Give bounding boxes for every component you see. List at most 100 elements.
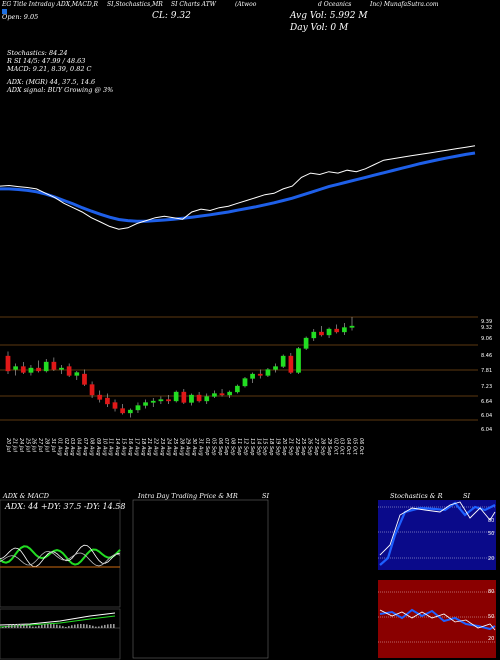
date-tick-28: 29 Aug — [185, 438, 191, 456]
macd-histogram-bar-8 — [26, 624, 28, 628]
candle-body-30 — [234, 385, 240, 393]
macd-histogram-bar-26 — [80, 624, 82, 628]
macd-histogram-bar-25 — [77, 624, 79, 628]
date-tick-1: 21 Jul — [11, 438, 17, 453]
adx-minus-di-line — [0, 544, 121, 568]
date-tick-52: 03 Oct — [339, 438, 345, 456]
candle-body-12 — [97, 394, 103, 400]
stoch-k-line — [379, 501, 496, 566]
macd-histogram-bar-13 — [41, 624, 43, 628]
candle-body-32 — [250, 373, 255, 379]
date-tick-25: 24 Aug — [165, 438, 171, 456]
intraday-panel-header-si: SI — [262, 492, 270, 500]
candle-body-4 — [36, 367, 41, 372]
date-tick-38: 13 Sep — [249, 438, 255, 455]
macd-histogram-bar-34 — [104, 624, 106, 628]
date-tick-33: 06 Sep — [217, 438, 223, 455]
candle-body-33 — [257, 373, 263, 376]
macd-histogram-bar-14 — [44, 624, 46, 628]
moving-average-line — [0, 151, 476, 223]
candle-body-16 — [127, 409, 133, 414]
date-tick-53: 04 Oct — [345, 438, 351, 456]
date-tick-20: 17 Aug — [133, 438, 139, 456]
macd-histogram-bar-17 — [53, 624, 55, 628]
candle-body-45 — [349, 325, 355, 328]
macd-histogram-bar-30 — [92, 625, 94, 628]
candle-body-25 — [196, 394, 202, 402]
date-tick-11: 04 Aug — [76, 438, 82, 456]
date-tick-47: 26 Sep — [307, 438, 313, 455]
macd-histogram-bar-0 — [2, 627, 4, 628]
date-tick-43: 20 Sep — [281, 438, 287, 455]
date-tick-40: 15 Sep — [262, 438, 268, 455]
stoch-info: Stochastics: 84.24 — [7, 49, 68, 57]
date-tick-34: 07 Sep — [223, 438, 229, 455]
macd-histogram-bar-22 — [68, 626, 70, 628]
close-label: CL: 9.32 — [152, 11, 191, 21]
macd-histogram-bar-3 — [11, 624, 13, 628]
macd-histogram-bar-12 — [38, 625, 40, 628]
date-tick-18: 15 Aug — [121, 438, 127, 456]
macd-histogram-bar-11 — [35, 626, 37, 628]
macd-histogram-bar-32 — [98, 626, 100, 628]
date-tick-41: 18 Sep — [268, 438, 274, 455]
price-color-swatch — [2, 9, 7, 14]
candle-body-28 — [219, 393, 225, 396]
candle-body-20 — [158, 399, 164, 402]
date-tick-16: 11 Aug — [108, 438, 114, 456]
macd-histogram-bar-1 — [5, 626, 7, 628]
candle-body-43 — [334, 328, 340, 333]
candle-body-34 — [265, 369, 271, 376]
date-tick-19: 16 Aug — [127, 438, 133, 456]
date-tick-24: 23 Aug — [159, 438, 165, 456]
date-tick-27: 28 Aug — [178, 438, 184, 456]
date-tick-12: 07 Aug — [82, 438, 88, 456]
macd-histogram-bar-5 — [17, 624, 19, 628]
date-tick-32: 05 Sep — [210, 438, 216, 455]
candle-grid — [0, 316, 478, 421]
intraday-panel-header: Intra Day Trading Price & MR — [138, 492, 238, 500]
stoch-tick-0: 80 — [488, 518, 494, 524]
macd-histogram-bar-6 — [20, 624, 22, 628]
price-axis-ticks: 9.399.32 9.06 8.46 7.81 7.23 6.64 6.04 6.04 — [481, 319, 492, 433]
candle-body-10 — [82, 373, 87, 385]
rsi-tick-1: 50 — [488, 614, 494, 620]
candle-body-11 — [89, 384, 95, 396]
header-title-part6: Inc) MunafaSutra.com — [370, 1, 439, 8]
macd-histogram-bar-21 — [65, 626, 67, 628]
date-tick-49: 28 Sep — [319, 438, 325, 455]
stoch-panel-header: Stochastics & R — [390, 492, 443, 500]
date-tick-10: 03 Aug — [69, 438, 75, 456]
macd-histogram-bar-23 — [71, 625, 73, 628]
macd-histogram-bar-15 — [47, 624, 49, 628]
candle-body-23 — [181, 391, 187, 403]
date-tick-46: 25 Sep — [300, 438, 306, 455]
date-tick-5: 27 Jul — [37, 438, 43, 453]
date-axis-ticks: 20 Jul 21 Jul 24 Jul 25 Jul 26 Jul 27 Jul 28 J… — [5, 438, 364, 456]
date-tick-23: 22 Aug — [153, 438, 159, 456]
date-tick-3: 25 Jul — [24, 438, 30, 453]
avg-vol-label: Avg Vol: 5.992 M — [290, 11, 368, 21]
candle-body-44 — [342, 327, 347, 333]
date-tick-17: 14 Aug — [114, 438, 120, 456]
stoch-tick-1: 50 — [488, 531, 494, 537]
rsi-signal-line — [379, 609, 496, 631]
candle-body-38 — [296, 348, 301, 373]
macd-histogram-bar-20 — [62, 626, 64, 628]
intraday-panel-frame — [132, 499, 269, 659]
header-title-part4: (Atwoo — [235, 1, 257, 8]
price-tick-1: 9.32 — [481, 325, 492, 331]
stoch-panel-header-si: SI — [463, 492, 471, 500]
rsi-tick-0: 80 — [488, 589, 494, 595]
date-tick-30: 31 Aug — [198, 438, 204, 456]
date-tick-37: 12 Sep — [242, 438, 248, 455]
candle-body-39 — [303, 337, 309, 349]
header-title-part5: d Oceanics — [318, 1, 352, 8]
candle-body-8 — [66, 366, 72, 376]
open-label: Open: 9.05 — [2, 13, 39, 21]
candle-body-13 — [105, 397, 110, 405]
date-tick-8: 01 Aug — [56, 438, 62, 456]
candle-body-6 — [51, 361, 57, 370]
macd-histogram-bar-27 — [83, 624, 85, 628]
date-tick-2: 24 Jul — [18, 438, 24, 453]
